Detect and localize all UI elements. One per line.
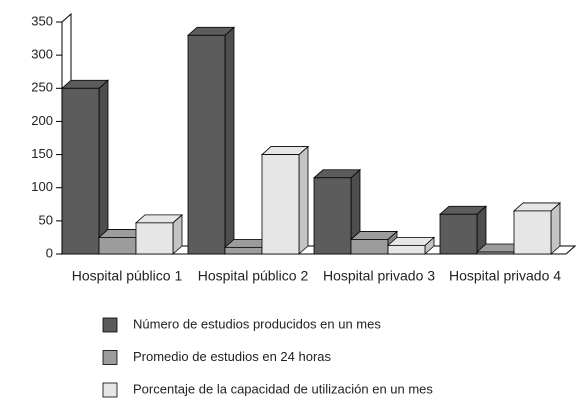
bar [439, 213, 478, 255]
legend-label: Porcentaje de la capacidad de utilizació… [133, 381, 433, 396]
bar [261, 154, 300, 255]
y-tick-label: 50 [39, 212, 53, 227]
bar [476, 251, 515, 255]
legend-swatch [102, 382, 118, 398]
bar [313, 177, 352, 255]
legend-label: Promedio de estudios en 24 horas [133, 349, 332, 364]
x-tick-label: Hospital público 2 [198, 268, 309, 284]
bar-side [224, 26, 235, 255]
bar [98, 237, 137, 255]
y-tick-label: 350 [31, 13, 53, 28]
bar-side [98, 79, 109, 255]
bar [387, 244, 426, 255]
legend-label: Número de estudios producidos en un mes [133, 316, 381, 331]
y-tick-label: 0 [46, 245, 53, 260]
y-tick-label: 300 [31, 47, 53, 62]
x-tick-label: Hospital público 1 [72, 268, 183, 284]
bar [61, 87, 100, 255]
y-tick-label: 100 [31, 179, 53, 194]
x-tick-label: Hospital privado 4 [449, 268, 561, 284]
x-tick-label: Hospital privado 3 [323, 268, 435, 284]
legend-swatch [102, 350, 118, 365]
legend-swatch [102, 317, 118, 333]
bar [135, 222, 174, 255]
bar [350, 239, 389, 255]
bar [513, 210, 552, 255]
bar-side [298, 145, 309, 255]
bar [187, 34, 226, 255]
y-tick-label: 250 [31, 80, 53, 95]
bar-side [550, 202, 561, 255]
y-tick-label: 150 [31, 146, 53, 161]
bar [224, 246, 263, 255]
y-tick-label: 200 [31, 113, 53, 128]
